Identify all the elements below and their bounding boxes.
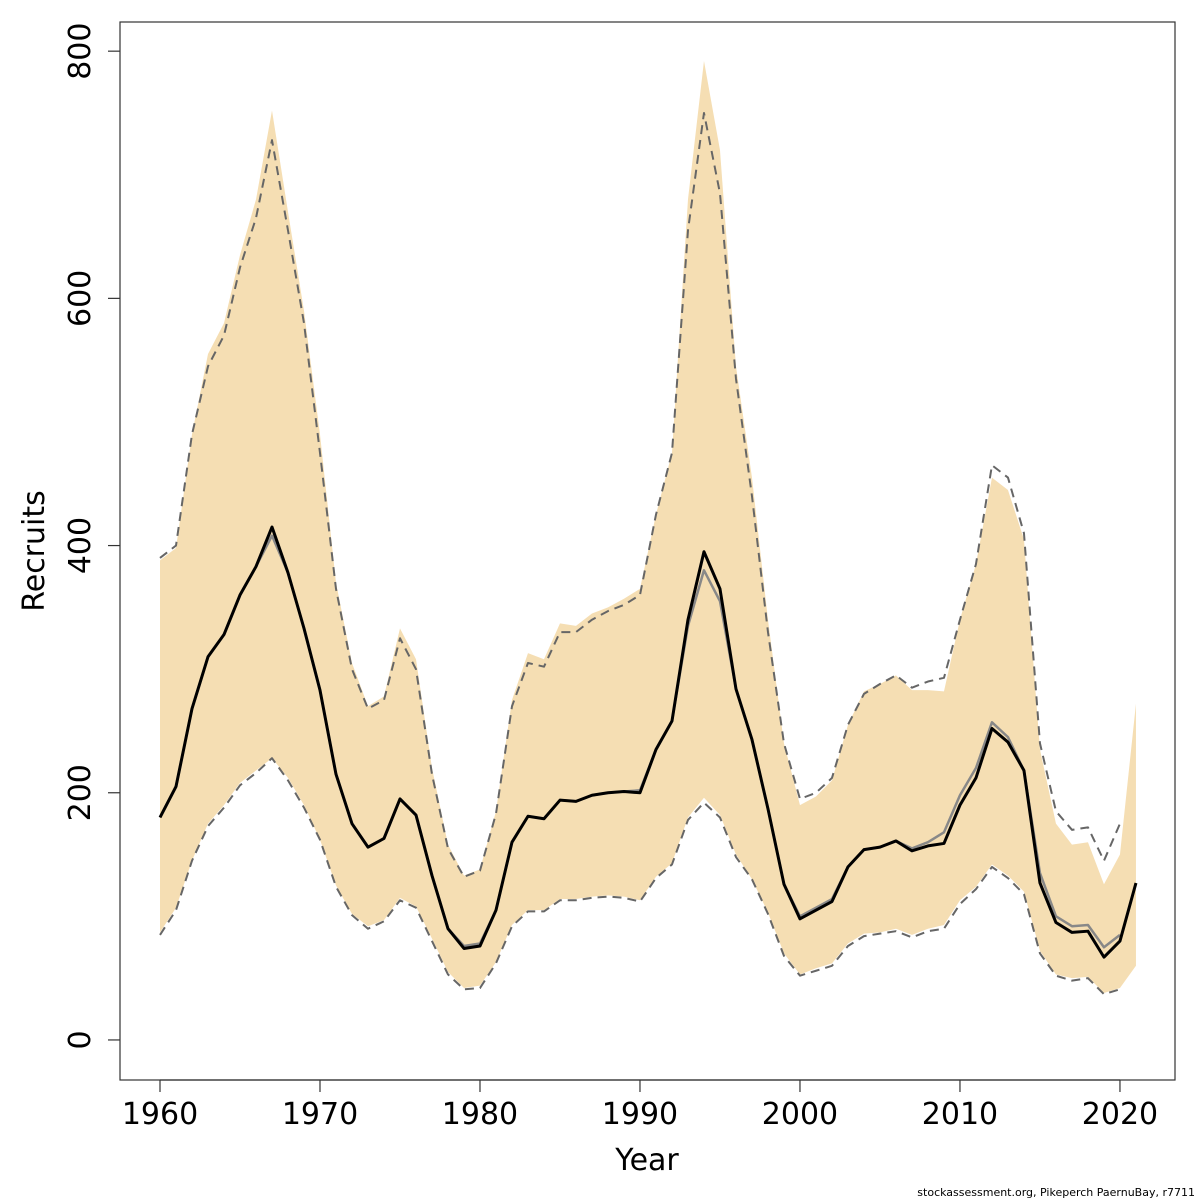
x-tick-label: 1960 [122,1097,198,1132]
x-tick-label: 1980 [442,1097,518,1132]
y-tick-label: 0 [63,1030,98,1049]
x-tick-label: 2010 [922,1097,998,1132]
x-axis-label: Year [614,1143,679,1178]
y-tick-label: 400 [63,517,98,574]
line [158,525,1138,959]
y-tick-label: 800 [63,23,98,80]
footnote: stockassessment.org, Pikeperch PaernuBay… [917,1186,1195,1199]
y-axis-label: Recruits [17,490,52,612]
dashed-line [159,111,1121,878]
confidence-band [159,61,1136,993]
y-tick-label: 600 [63,270,98,327]
x-tick-label: 2000 [762,1097,838,1132]
x-tick-label: 2020 [1082,1097,1158,1132]
x-tick-label: 1970 [282,1097,358,1132]
y-tick-label: 200 [63,764,98,821]
x-tick-label: 1990 [602,1097,678,1132]
dashed-line [159,757,1121,996]
